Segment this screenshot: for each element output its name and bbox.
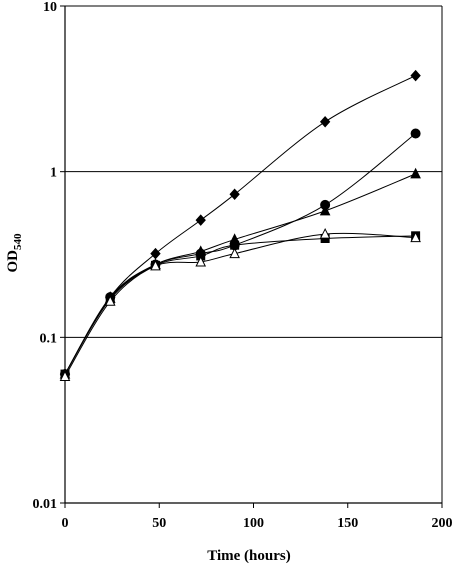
- data-point-s2-6: [410, 167, 421, 179]
- data-point-s0-6: [410, 69, 421, 82]
- x-tick-label-1: 50: [152, 516, 166, 531]
- y-tick-label-3: 10: [43, 0, 57, 15]
- x-tick-label-4: 200: [432, 516, 452, 531]
- x-tick-label-3: 150: [337, 516, 358, 531]
- data-point-s4-2: [150, 259, 161, 271]
- data-point-s4-3: [195, 255, 207, 267]
- data-point-s0-5: [319, 116, 331, 128]
- data-point-s4-6: [410, 231, 421, 243]
- y-axis-title: OD540: [5, 233, 24, 273]
- data-point-s4-5: [319, 227, 331, 239]
- y-axis-title-subscript: 540: [12, 233, 24, 250]
- data-point-s4-0: [59, 370, 71, 382]
- y-tick-label-2: 1: [50, 166, 57, 181]
- data-point-s1-6: [410, 128, 421, 139]
- data-point-s2-5: [319, 204, 331, 216]
- y-tick-label-0: 0.01: [33, 497, 58, 512]
- y-tick-label-1: 0.1: [40, 331, 58, 346]
- x-tick-label-0: 0: [62, 516, 69, 531]
- axes: [60, 5, 443, 508]
- data-point-s4-1: [104, 295, 116, 306]
- data-point-s0-4: [229, 188, 240, 201]
- data-point-s0-3: [195, 214, 206, 226]
- x-tick-label-2: 100: [243, 516, 264, 531]
- y-axis-title-main: OD: [5, 250, 21, 273]
- data-point-s4-4: [229, 247, 240, 259]
- series-markers: [59, 69, 421, 382]
- x-axis-title: Time (hours): [207, 548, 290, 564]
